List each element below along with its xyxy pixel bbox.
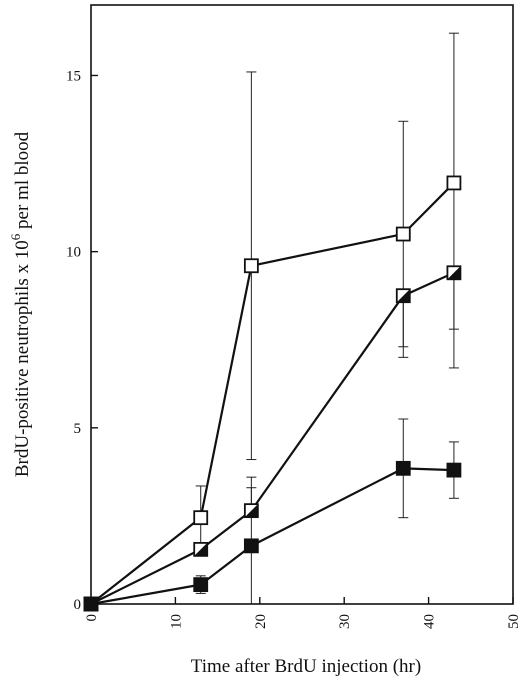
marker-fill xyxy=(244,504,258,518)
y-axis-title-main: BrdU-positive neutrophils x 10 xyxy=(12,240,33,477)
half-filled-square-marker xyxy=(395,288,411,304)
filled-square-marker xyxy=(446,462,462,478)
x-tick-label: 50 xyxy=(506,614,520,629)
half-filled-square-marker xyxy=(243,503,259,519)
open-square-marker xyxy=(193,510,209,526)
x-tick-label: 0 xyxy=(84,614,100,622)
x-tick-label: 10 xyxy=(168,614,184,629)
x-axis-ticks: 0 10 20 30 40 50 xyxy=(84,597,520,629)
series-line-filled-square xyxy=(90,467,454,606)
x-axis-title: Time after BrdU injection (hr) xyxy=(191,656,421,677)
series-lines xyxy=(90,182,455,606)
plot-frame xyxy=(90,4,514,605)
x-tick-label: 40 xyxy=(422,614,438,629)
x-tick-label: 30 xyxy=(337,614,353,629)
series-markers xyxy=(83,175,462,612)
marker-fill xyxy=(194,542,208,556)
half-filled-square-marker xyxy=(446,265,462,281)
x-tick-label: 20 xyxy=(253,614,269,629)
series-line-half-filled-square xyxy=(90,271,455,605)
half-filled-square-marker xyxy=(193,541,209,557)
y-tick-label: 10 xyxy=(66,245,81,261)
filled-square-marker xyxy=(193,577,209,593)
y-axis-ticks: 0 5 10 15 xyxy=(66,68,98,613)
y-tick-label: 0 xyxy=(74,597,82,613)
marker-fill xyxy=(396,289,410,303)
filled-square-marker xyxy=(243,538,259,554)
y-axis-title-exponent: 6 xyxy=(8,233,23,240)
y-tick-label: 15 xyxy=(66,68,81,84)
error-bars xyxy=(195,32,459,605)
filled-square-marker xyxy=(395,460,411,476)
marker-fill xyxy=(447,266,461,280)
y-axis-title: BrdU-positive neutrophils x 106 per ml b… xyxy=(8,131,33,477)
series-line-open-square xyxy=(90,182,455,605)
y-tick-label: 5 xyxy=(74,421,82,437)
y-axis-title-unit: per ml blood xyxy=(12,131,33,233)
open-square-marker xyxy=(395,226,411,242)
open-square-marker xyxy=(243,258,259,274)
open-square-marker xyxy=(446,175,462,191)
